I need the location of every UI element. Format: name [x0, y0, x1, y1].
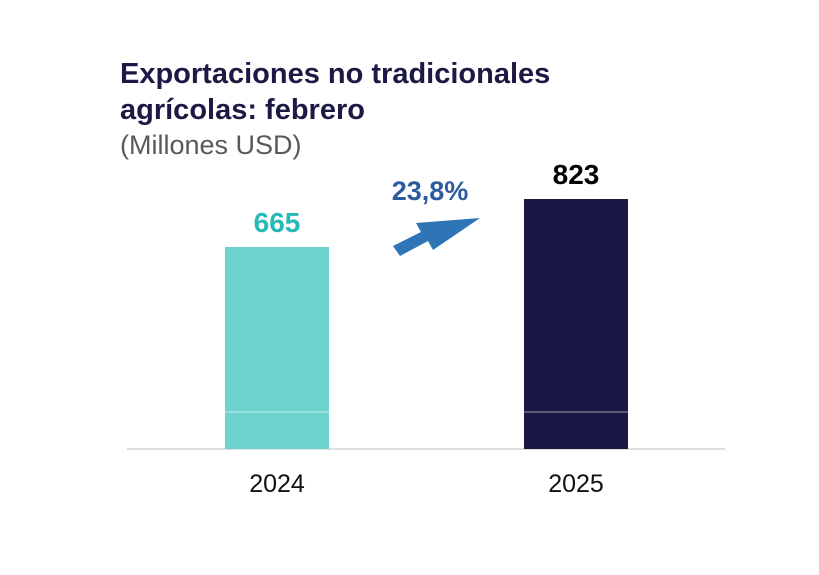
growth-label: 23,8%: [392, 176, 469, 206]
chart-subtitle: (Millones USD): [120, 130, 302, 160]
growth-arrow-icon: [393, 218, 480, 256]
data-label-2024: 665: [254, 207, 301, 238]
x-tick-label-2025: 2025: [548, 470, 604, 498]
bar-2025: [524, 199, 628, 449]
chart-title: Exportaciones no tradicionales agrícolas…: [120, 58, 551, 126]
x-tick-label-2024: 2024: [249, 470, 305, 498]
growth-indicator: 23,8%: [392, 176, 480, 256]
bar-2024: [225, 246, 329, 449]
data-label-2025: 823: [553, 159, 600, 190]
